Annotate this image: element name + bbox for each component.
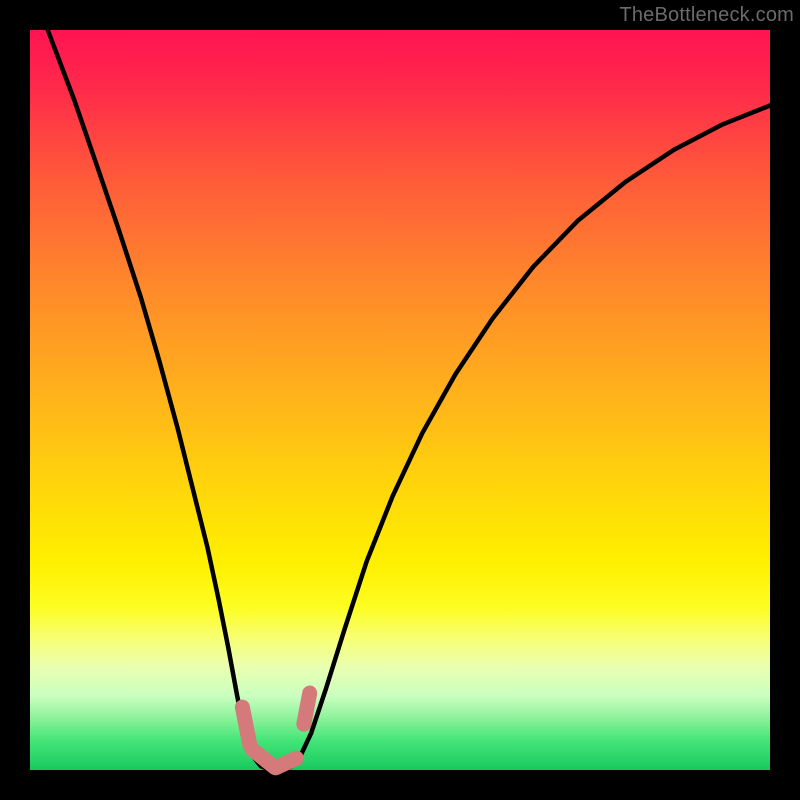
marker-segment	[242, 707, 249, 745]
baseline-strip	[30, 767, 770, 770]
chart-container: TheBottleneck.com	[0, 0, 800, 800]
bottleneck-chart	[0, 0, 800, 800]
marker-segment	[276, 758, 297, 768]
gradient-background	[30, 30, 770, 770]
marker-segment	[304, 693, 310, 724]
watermark-text: TheBottleneck.com	[619, 4, 794, 27]
